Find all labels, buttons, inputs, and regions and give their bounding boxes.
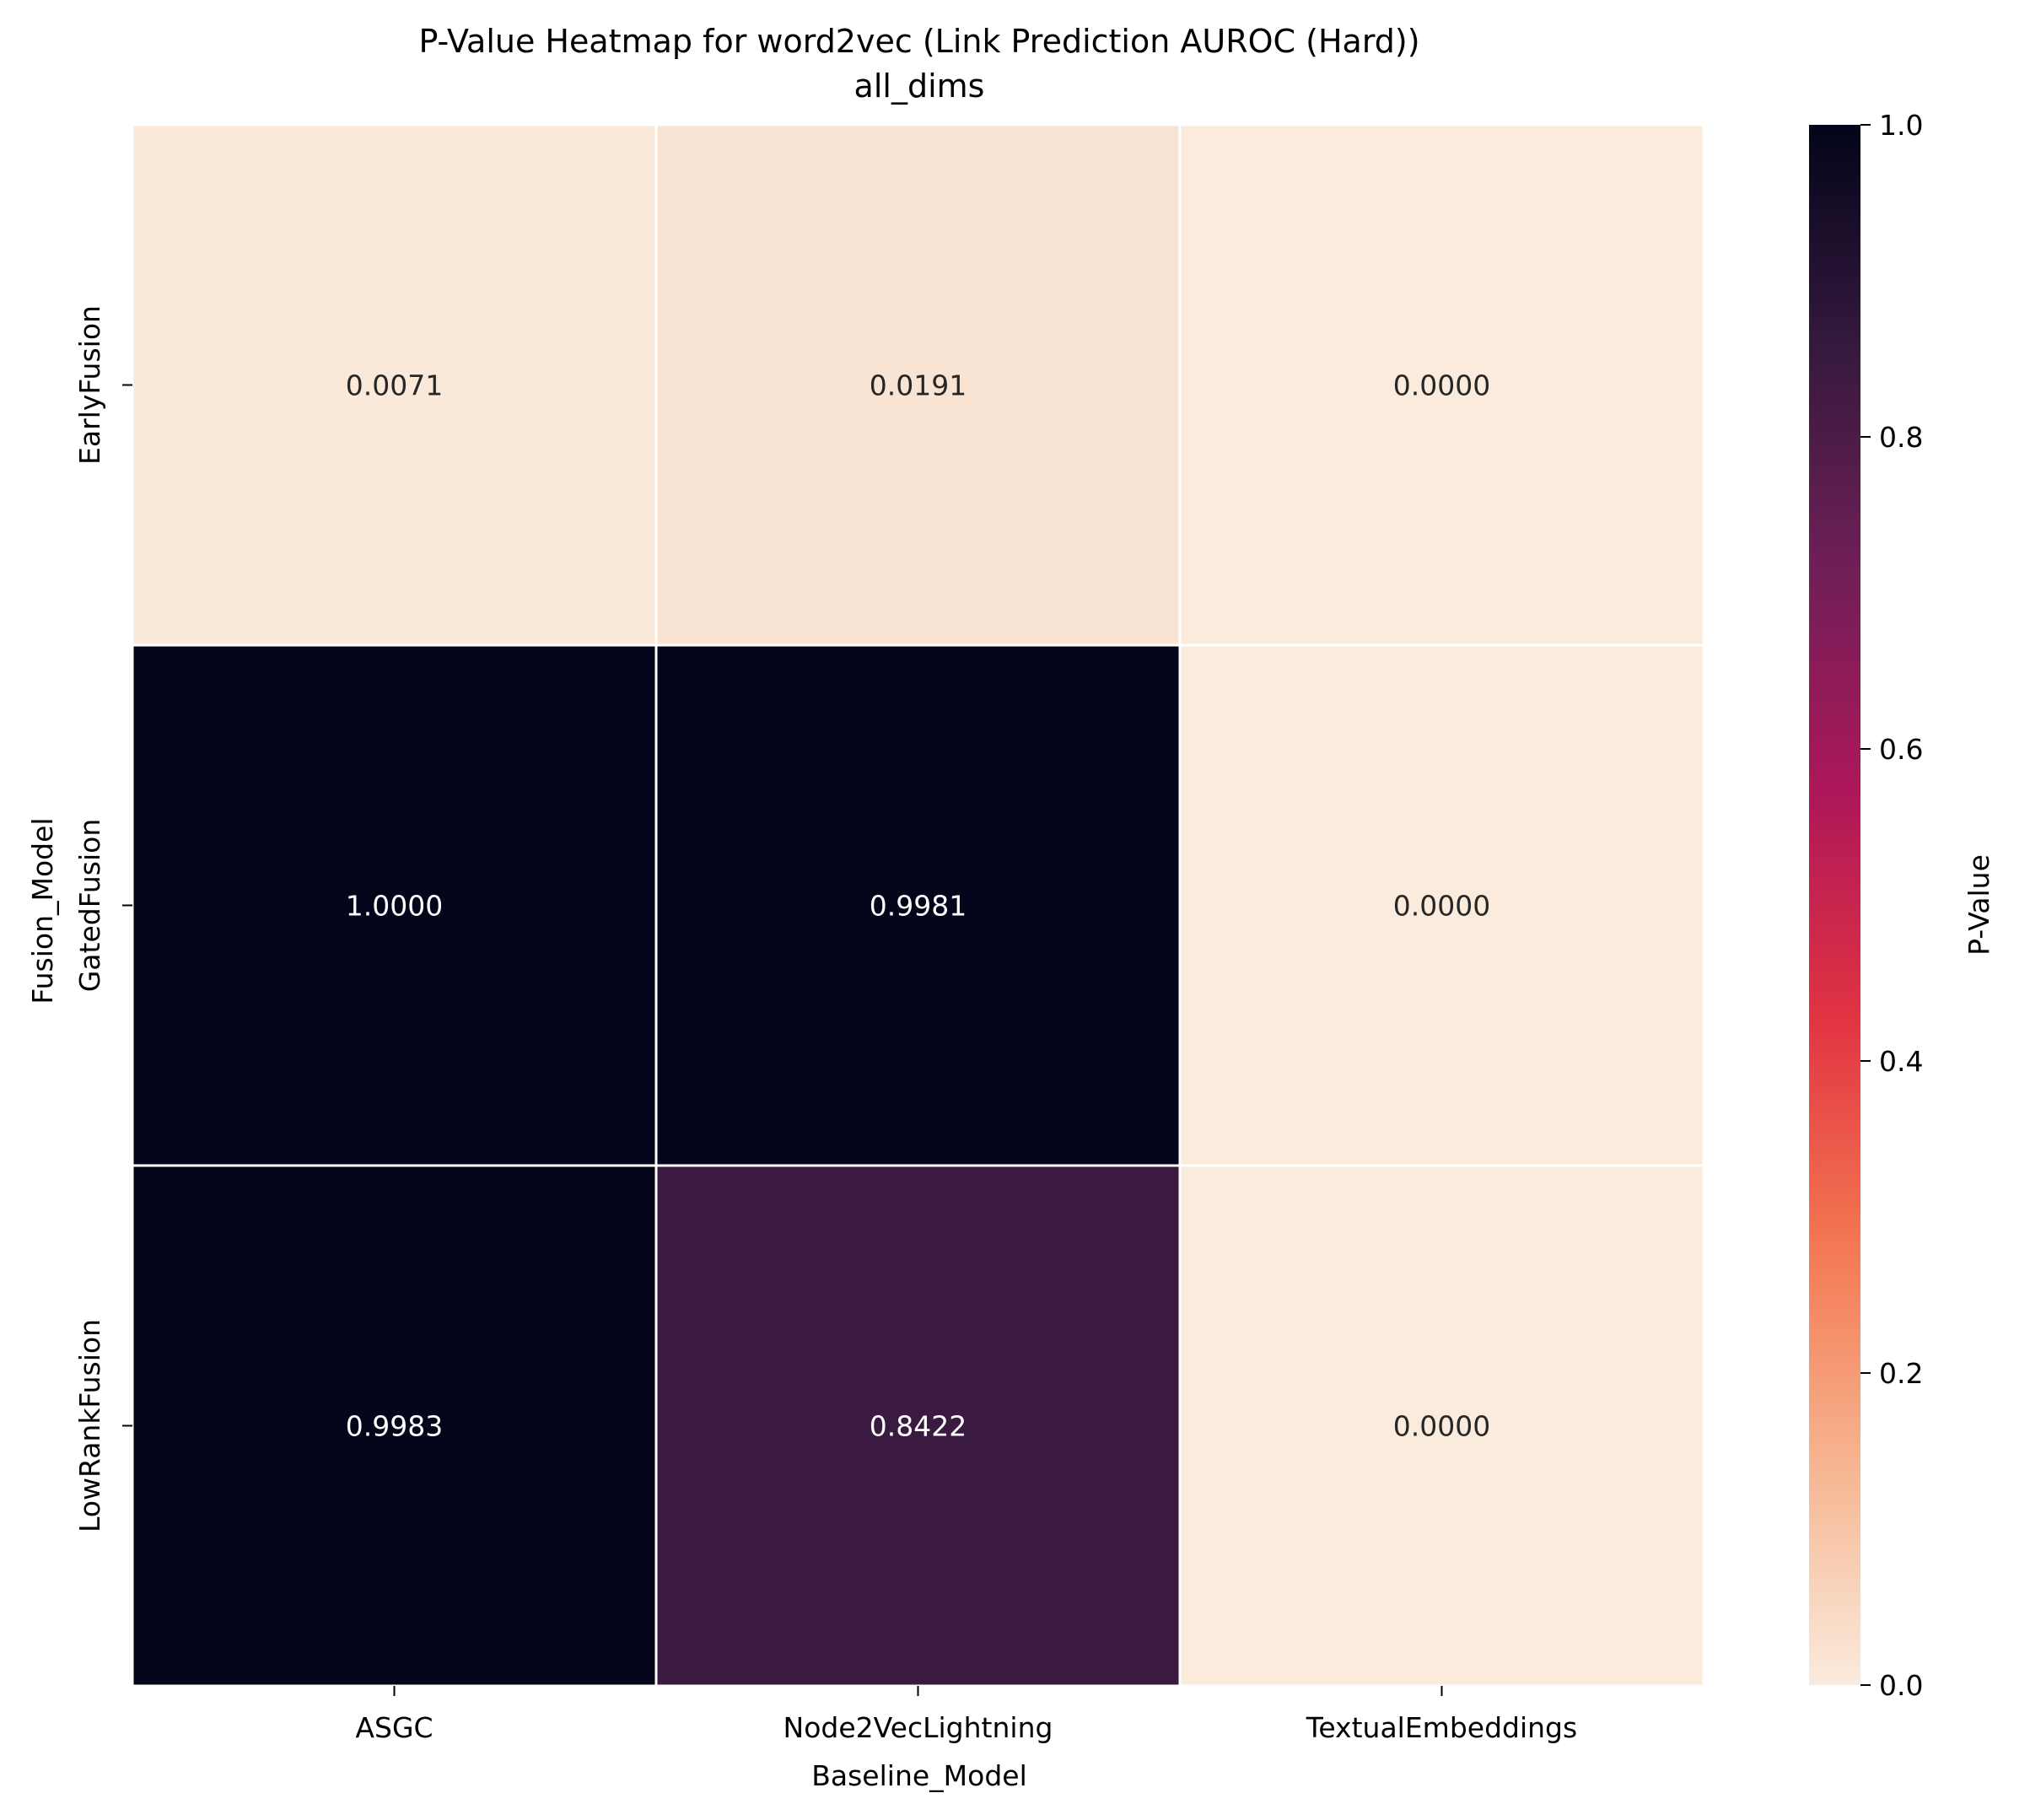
cell-value-label: 0.0000 bbox=[1393, 369, 1490, 402]
chart-subtitle: all_dims bbox=[854, 67, 985, 105]
colorbar-tick-label: 0.6 bbox=[1879, 733, 1923, 766]
y-tick-label: GatedFusion bbox=[73, 819, 106, 993]
colorbar-tick-label: 1.0 bbox=[1879, 109, 1923, 142]
heatmap-cell bbox=[131, 123, 658, 647]
x-tick-label: Node2VecLightning bbox=[783, 1711, 1053, 1744]
colorbar-tick-label: 0.8 bbox=[1879, 421, 1923, 454]
cell-value-label: 0.9981 bbox=[870, 890, 967, 923]
x-axis-label: Baseline_Model bbox=[811, 1759, 1027, 1792]
heatmap-cell bbox=[131, 1164, 658, 1688]
y-tick-label: LowRankFusion bbox=[73, 1319, 106, 1532]
heatmap-cell bbox=[654, 1164, 1182, 1688]
cell-value-label: 1.0000 bbox=[346, 890, 443, 923]
x-axis-ticks: ASGC Node2VecLightning TextualEmbeddings bbox=[355, 1686, 1577, 1744]
heatmap-cell bbox=[654, 123, 1182, 647]
colorbar-label: P-Value bbox=[1963, 854, 1995, 956]
y-axis-ticks: EarlyFusion GatedFusion LowRankFusion bbox=[73, 305, 132, 1532]
x-tick-label: TextualEmbeddings bbox=[1306, 1711, 1577, 1744]
y-axis-label: Fusion_Model bbox=[26, 817, 59, 1004]
heatmap-cell bbox=[1178, 123, 1705, 647]
heatmap-cell bbox=[1178, 643, 1705, 1167]
colorbar-tick-label: 0.0 bbox=[1879, 1669, 1923, 1702]
heatmap-cell bbox=[654, 643, 1182, 1167]
cell-value-label: 0.0071 bbox=[346, 369, 443, 402]
x-tick-label: ASGC bbox=[355, 1711, 433, 1744]
cell-value-label: 0.0000 bbox=[1393, 1410, 1490, 1443]
chart-title: P-Value Heatmap for word2vec (Link Predi… bbox=[418, 23, 1419, 60]
colorbar-tick-label: 0.4 bbox=[1879, 1045, 1923, 1078]
colorbar-tick-label: 0.2 bbox=[1879, 1357, 1923, 1390]
heatmap-cells: 0.0071 0.0191 0.0000 1.0000 0.9981 0.0000 0.99… bbox=[131, 123, 1705, 1688]
colorbar bbox=[1809, 125, 1860, 1685]
y-tick-label: EarlyFusion bbox=[73, 305, 106, 465]
cell-value-label: 0.9983 bbox=[346, 1410, 443, 1443]
cell-value-label: 0.8422 bbox=[870, 1410, 967, 1443]
cell-value-label: 0.0000 bbox=[1393, 890, 1490, 923]
heatmap-cell bbox=[131, 643, 658, 1167]
colorbar-ticks: 0.0 0.2 0.4 0.6 0.8 1.0 bbox=[1860, 109, 1923, 1702]
cell-value-label: 0.0191 bbox=[870, 369, 967, 402]
